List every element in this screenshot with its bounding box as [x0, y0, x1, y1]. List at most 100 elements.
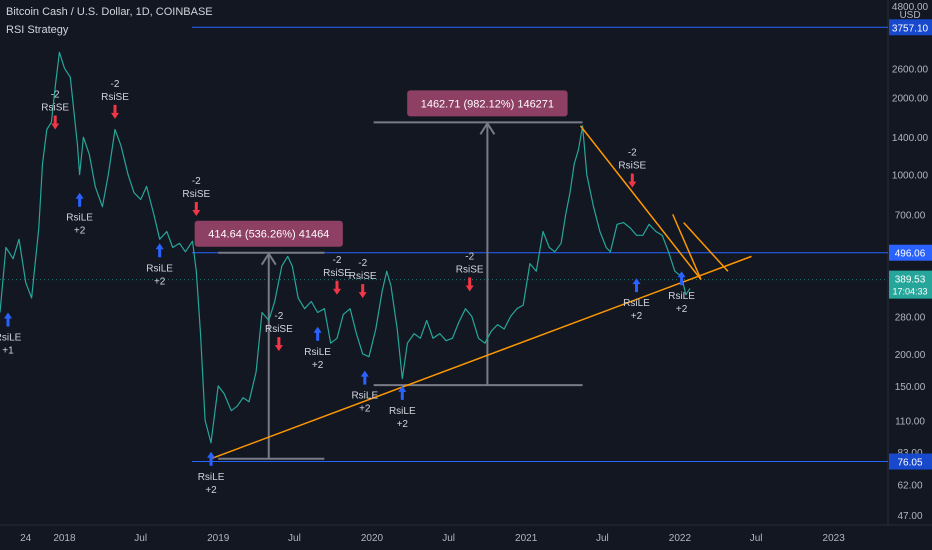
signal-qty: +2 [359, 404, 371, 415]
measure-arrowhead-0 [260, 251, 277, 266]
x-tick-label-9: 2022 [669, 533, 692, 544]
signal-long-0: RsiLE +1 [0, 312, 22, 356]
x-tick-label-6: Jul [442, 533, 455, 544]
trendline-3 [683, 222, 729, 272]
signal-qty: +2 [74, 226, 86, 237]
measure-label-1: 1462.71 (982.12%) 146271 [421, 98, 554, 110]
trendline-0 [210, 255, 752, 460]
signal-name: RsiSE [323, 268, 351, 279]
signal-qty: -2 [274, 311, 283, 322]
measure-label-bg-0 [194, 220, 343, 247]
signal-name: RsiSE [101, 92, 129, 103]
y-tick-label-8: 150.00 [895, 382, 926, 393]
signal-short-5: RsiSE -2 [182, 176, 211, 216]
signal-qty: -2 [465, 252, 474, 263]
short-arrow-icon [274, 337, 283, 352]
level-price-label-0: 3757.10 [892, 23, 929, 34]
signal-name: RsiLE [198, 472, 225, 483]
signal-qty: -2 [358, 258, 367, 269]
x-tick-label-5: 2020 [361, 533, 384, 544]
signal-name: RsiLE [623, 298, 650, 309]
signal-name: RsiLE [351, 391, 378, 402]
signal-qty: +2 [154, 276, 166, 287]
signal-name: RsiLE [304, 347, 331, 358]
signal-long-4: RsiLE +2 [146, 243, 173, 287]
measure-label-bg-1 [407, 90, 568, 117]
indicator-name[interactable]: RSI Strategy [6, 24, 69, 36]
measure-label-0: 414.64 (536.26%) 41464 [208, 229, 329, 241]
signal-short-3: RsiSE -2 [101, 79, 129, 119]
long-arrow-icon [313, 326, 322, 341]
price-line [0, 51, 691, 444]
short-arrow-icon [628, 173, 637, 188]
countdown-label: 17:04:33 [892, 287, 927, 297]
level-price-tag-1 [889, 244, 932, 261]
y-tick-label-0: 4800.00 [892, 2, 929, 13]
short-arrow-icon [51, 115, 60, 130]
signal-qty: -2 [333, 255, 342, 266]
signal-long-11: RsiLE +2 [351, 370, 378, 415]
signal-long-15: RsiLE +2 [623, 278, 650, 322]
signal-short-1: RsiSE -2 [41, 90, 69, 130]
signal-name: RsiLE [66, 213, 93, 224]
signal-qty: +2 [631, 311, 643, 322]
level-price-label-2: 76.05 [897, 458, 922, 469]
y-tick-label-1: 2600.00 [892, 64, 929, 75]
signal-short-14: RsiSE -2 [618, 148, 647, 188]
x-tick-label-3: 2019 [207, 533, 230, 544]
x-tick-label-4: Jul [288, 533, 301, 544]
signal-qty: +2 [397, 419, 409, 430]
signal-short-7: RsiSE -2 [265, 311, 293, 352]
plot-area [0, 0, 888, 525]
long-arrow-icon [360, 370, 369, 385]
trendline-2 [672, 214, 702, 280]
level-price-tag-2 [889, 453, 932, 470]
measurement-0 [218, 251, 325, 460]
signal-short-13: RsiSE -2 [456, 252, 484, 292]
signal-qty: +1 [2, 345, 14, 356]
long-arrow-icon [632, 278, 641, 293]
signal-qty: +2 [676, 304, 688, 315]
long-arrow-icon [4, 312, 13, 327]
signal-name: RsiLE [146, 263, 173, 274]
level-price-label-1: 496.06 [895, 249, 926, 260]
signal-long-16: RsiLE +2 [668, 271, 695, 315]
x-tick-label-11: 2023 [823, 533, 846, 544]
signal-name: RsiSE [265, 324, 293, 335]
signal-short-9: RsiSE -2 [323, 255, 351, 295]
long-arrow-icon [75, 192, 84, 207]
signal-long-6: RsiLE +2 [198, 451, 225, 496]
short-arrow-icon [465, 277, 474, 292]
measure-arrowhead-1 [479, 121, 496, 135]
short-arrow-icon [111, 104, 120, 119]
y-tick-label-6: 280.00 [895, 312, 926, 323]
signal-qty: +2 [312, 360, 324, 371]
signal-qty: -2 [628, 148, 637, 159]
x-tick-label-2: Jul [134, 533, 147, 544]
signal-qty: -2 [51, 90, 60, 101]
signal-qty: -2 [192, 176, 201, 187]
y-tick-label-10: 83.00 [897, 448, 922, 459]
signal-long-8: RsiLE +2 [304, 326, 331, 371]
x-tick-label-10: Jul [750, 533, 763, 544]
symbol-title[interactable]: Bitcoin Cash / U.S. Dollar, 1D, COINBASE [6, 6, 213, 18]
signal-name: RsiSE [182, 189, 210, 200]
signal-name: RsiLE [0, 332, 22, 343]
signal-name: RsiLE [668, 291, 695, 302]
signal-name: RsiSE [41, 103, 69, 114]
signal-name: RsiSE [456, 265, 484, 276]
short-arrow-icon [192, 201, 201, 216]
short-arrow-icon [333, 280, 342, 295]
signal-long-12: RsiLE +2 [389, 385, 416, 430]
y-tick-label-2: 2000.00 [892, 93, 929, 104]
x-tick-label-0: 24 [20, 533, 32, 544]
y-tick-label-5: 700.00 [895, 210, 926, 221]
y-tick-label-3: 1400.00 [892, 133, 929, 144]
measurement-1 [373, 121, 583, 387]
x-tick-label-8: Jul [596, 533, 609, 544]
signal-name: RsiSE [618, 161, 646, 172]
x-tick-label-7: 2021 [515, 533, 538, 544]
signal-name: RsiSE [349, 271, 377, 282]
